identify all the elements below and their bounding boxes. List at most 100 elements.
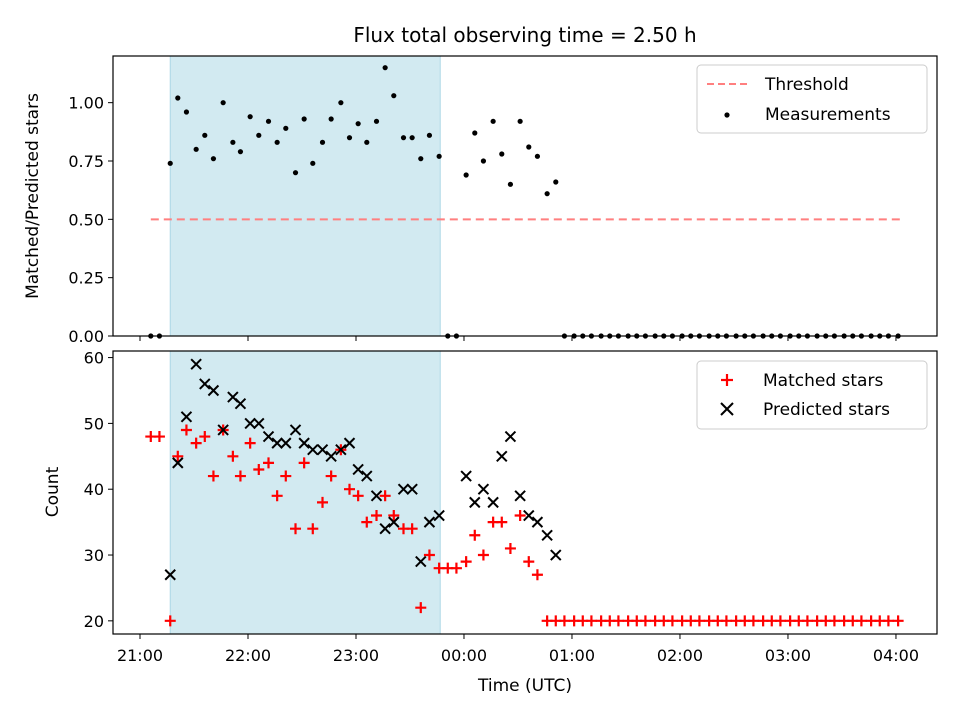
x-tick-label: 23:00: [333, 646, 379, 665]
predicted-star-point: [370, 490, 383, 502]
matched-star-point: [855, 615, 867, 627]
top-axes-frame: [112, 55, 938, 337]
predicted-star-point: [388, 516, 400, 528]
x-axis-label: Time (UTC): [477, 676, 572, 696]
matched-star-point: [352, 490, 364, 502]
top-x-ticks: [139, 336, 897, 341]
measurement-point: [237, 149, 244, 155]
measurement-point: [373, 118, 380, 124]
measurement-point: [319, 139, 326, 145]
legend-threshold-label: Threshold: [764, 75, 849, 95]
matched-star-point: [379, 490, 391, 502]
measurement-point: [310, 160, 316, 166]
predicted-star-point: [379, 522, 391, 535]
matched-star-point: [253, 463, 265, 475]
bottom-x-axis: 21:00 22:00 23:00 00:00 01:00 02:00 03:00 04:00: [117, 634, 919, 665]
matched-star-point: [882, 615, 894, 627]
predicted-star-point: [335, 444, 347, 456]
matched-star-point: [469, 529, 481, 541]
predicted-star-point: [289, 424, 302, 436]
top-observing-window: [169, 55, 441, 337]
bottom-series-predicted-stars: [164, 358, 562, 581]
matched-star-point: [612, 615, 624, 627]
matched-star-point: [450, 562, 462, 574]
legend-measurements-swatch: [724, 112, 730, 118]
legend-predicted-swatch: [720, 402, 734, 416]
measurement-point: [355, 121, 361, 127]
predicted-star-point: [217, 424, 229, 436]
y-tick-label: 50: [84, 414, 104, 433]
matched-star-point: [720, 615, 732, 627]
matched-star-point: [460, 556, 472, 568]
matched-star-point: [892, 615, 904, 627]
measurement-point: [418, 156, 424, 162]
predicted-star-point: [172, 457, 184, 469]
measurement-point: [283, 125, 289, 131]
y-tick-label: 0.25: [68, 269, 104, 288]
bottom-series-matched-stars: [145, 424, 904, 627]
predicted-star-point: [262, 430, 275, 443]
measurement-point: [391, 93, 397, 99]
top-legend-box: [696, 64, 928, 134]
matched-star-point: [244, 437, 256, 449]
bottom-axes-frame: [112, 350, 938, 635]
matched-star-point: [271, 490, 283, 502]
matched-star-point: [290, 523, 302, 535]
top-panel: 0.00 0.25 0.50 0.75 1.00 Matched/Predicted s…: [23, 55, 938, 346]
matched-star-point: [307, 523, 319, 535]
y-tick-label: 40: [84, 480, 104, 499]
matched-star-point: [415, 602, 427, 614]
predicted-star-point: [523, 509, 535, 522]
measurement-point: [220, 100, 226, 106]
measurement-point: [507, 181, 514, 187]
y-tick-label: 1.00: [68, 94, 104, 113]
matched-star-point: [263, 457, 275, 469]
predicted-star-point: [541, 529, 553, 541]
predicted-star-point: [397, 483, 410, 495]
measurement-point: [490, 118, 496, 124]
measurement-point: [463, 172, 469, 178]
matched-star-point: [280, 470, 292, 482]
measurement-point: [346, 135, 353, 141]
measurement-point: [499, 151, 505, 157]
measurement-point: [230, 139, 236, 145]
predicted-star-point: [199, 378, 211, 390]
matched-star-point: [531, 569, 543, 581]
measurement-point: [265, 118, 272, 124]
matched-star-point: [153, 431, 165, 443]
predicted-star-point: [234, 397, 247, 410]
matched-star-point: [190, 437, 202, 449]
matched-star-point: [801, 615, 813, 627]
bottom-panel: 20 30 40 50 60 21:00 22:00 23:00 00:00 01:00 02:0…: [43, 349, 938, 696]
matched-star-point: [496, 516, 508, 528]
legend-measurements-label: Measurements: [765, 105, 891, 125]
matched-star-point: [477, 549, 489, 561]
measurement-point: [364, 139, 370, 145]
predicted-star-point: [253, 417, 265, 430]
legend-matched-swatch: [721, 374, 733, 386]
predicted-star-point: [514, 490, 526, 502]
measurement-point: [534, 153, 541, 159]
predicted-star-point: [423, 516, 436, 528]
predicted-star-point: [190, 358, 202, 370]
measurement-point: [426, 132, 433, 138]
legend-predicted-label: Predicted stars: [763, 400, 890, 420]
measurement-point: [382, 65, 388, 71]
measurement-point: [202, 132, 208, 138]
measurement-point: [544, 191, 550, 197]
matched-star-point: [234, 470, 246, 482]
top-legend: Threshold Measurements: [696, 64, 928, 134]
matched-star-point: [388, 510, 400, 522]
matched-star-point: [747, 615, 759, 627]
predicted-star-point: [469, 496, 481, 509]
matched-star-point: [325, 470, 337, 482]
measurement-point: [247, 114, 253, 120]
y-tick-label: 0.00: [68, 327, 104, 346]
predicted-star-point: [477, 483, 490, 495]
predicted-star-point: [343, 437, 356, 449]
predicted-star-point: [307, 444, 319, 456]
measurement-point: [193, 146, 199, 152]
measurement-point: [472, 130, 478, 136]
predicted-star-point: [487, 496, 499, 509]
matched-star-point: [371, 510, 383, 522]
